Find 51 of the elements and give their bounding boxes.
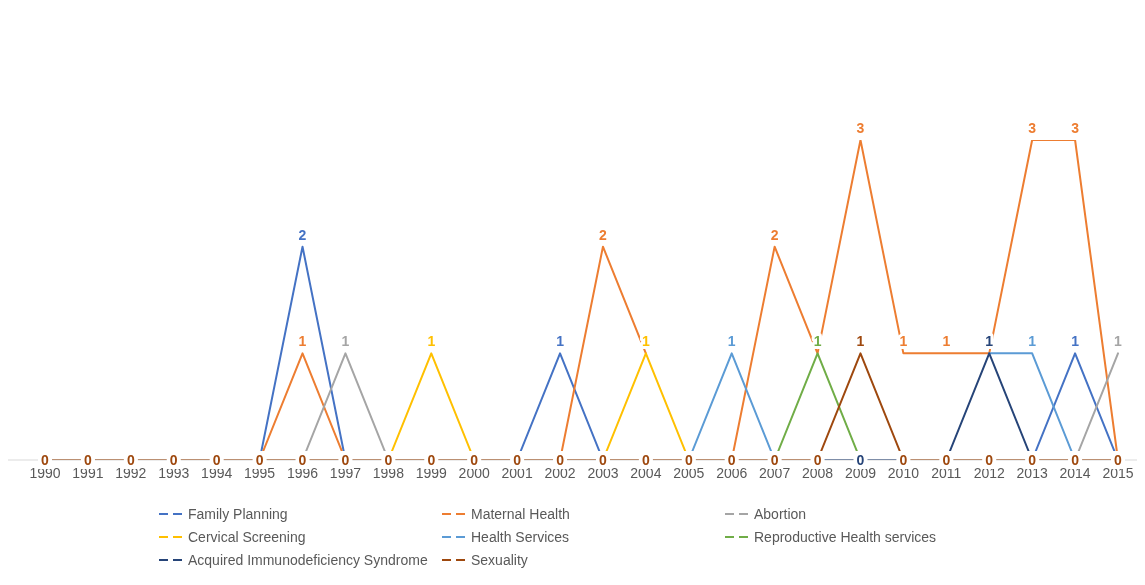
data-label: 0 [41, 452, 50, 468]
legend-label: Abortion [754, 506, 807, 522]
data-label: 0 [556, 452, 565, 468]
legend-label: Maternal Health [471, 506, 570, 522]
data-label: 0 [470, 452, 479, 468]
data-label: 0 [212, 452, 221, 468]
data-label: 0 [856, 452, 865, 468]
data-label: 0 [985, 452, 994, 468]
data-label: 2 [599, 226, 608, 243]
data-label: 1 [856, 333, 865, 350]
data-label: 0 [1071, 452, 1080, 468]
data-label: 1 [942, 333, 951, 350]
data-label: 0 [513, 452, 522, 468]
data-label: 2 [298, 226, 307, 243]
legend-label: Reproductive Health services [754, 529, 937, 545]
data-label: 3 [1071, 120, 1080, 136]
data-label: 3 [1028, 120, 1037, 136]
data-label: 1 [641, 333, 650, 350]
data-label: 1 [727, 333, 736, 350]
data-label: 0 [384, 452, 393, 468]
data-label: 1 [1114, 333, 1123, 350]
data-label: 0 [126, 452, 135, 468]
data-label: 0 [298, 452, 307, 468]
data-label: 1 [556, 333, 565, 350]
data-label: 0 [770, 452, 779, 468]
legend-label: Health Services [471, 529, 570, 545]
legend-label: Family Planning [188, 506, 288, 522]
data-label: 0 [1114, 452, 1123, 468]
data-label: 0 [684, 452, 693, 468]
data-label: 0 [169, 452, 178, 468]
data-label: 0 [641, 452, 650, 468]
legend-label: Cervical Screening [188, 529, 306, 545]
data-label: 0 [84, 452, 93, 468]
data-label: 0 [727, 452, 736, 468]
data-label: 1 [1028, 333, 1037, 350]
data-label: 0 [942, 452, 951, 468]
data-label: 0 [813, 452, 822, 468]
data-label: 0 [341, 452, 350, 468]
data-label: 0 [255, 452, 264, 468]
data-label: 2 [770, 226, 779, 243]
data-label: 3 [856, 120, 865, 136]
data-label: 0 [1028, 452, 1037, 468]
legend-label: Sexuality [471, 552, 528, 568]
data-label: 1 [427, 333, 436, 350]
data-label: 0 [427, 452, 436, 468]
data-label: 1 [298, 333, 307, 350]
data-label: 1 [341, 333, 350, 350]
legend-label: Acquired Immunodeficiency Syndrome [188, 552, 428, 568]
data-label: 0 [899, 452, 908, 468]
data-label: 1 [1071, 333, 1080, 350]
data-label: 0 [599, 452, 608, 468]
